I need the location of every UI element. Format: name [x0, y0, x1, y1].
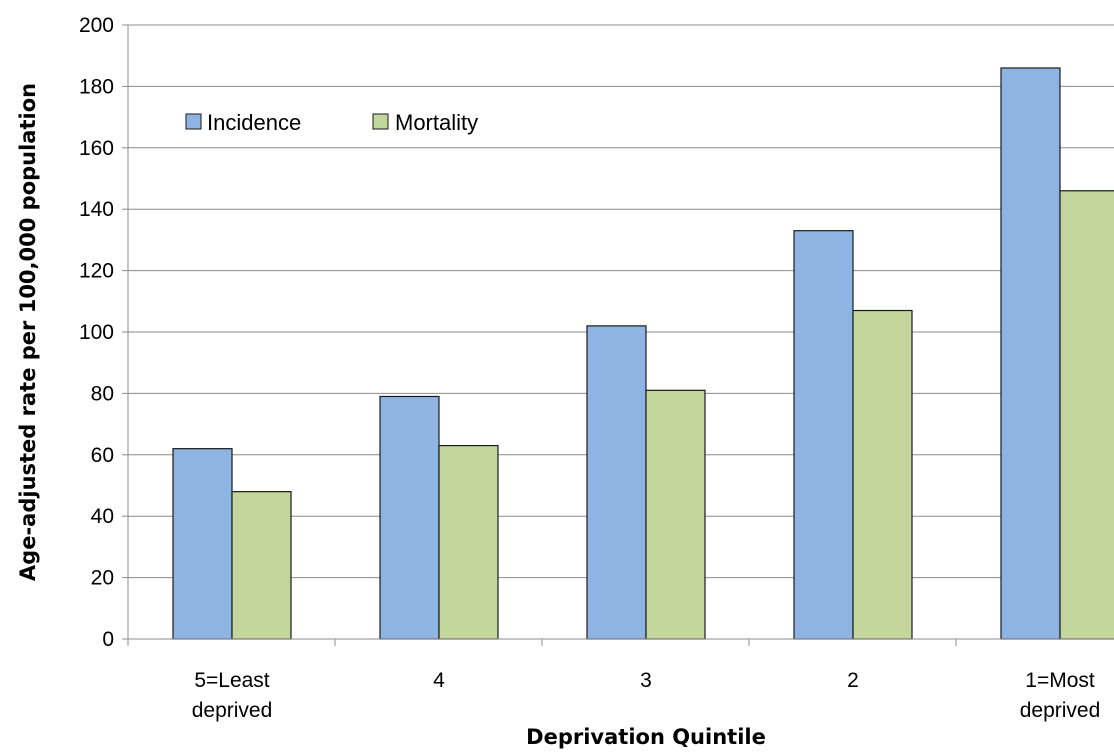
x-tick-label: 4 — [433, 669, 445, 692]
y-tick-label: 200 — [79, 14, 114, 37]
legend-swatch-mortality — [372, 113, 389, 130]
x-tick-label: deprived — [1020, 699, 1101, 722]
x-tick-label: 3 — [640, 669, 652, 692]
bar-mortality — [1059, 190, 1114, 640]
x-tick-label: 1=Most — [1025, 669, 1095, 692]
y-tick-label: 0 — [102, 628, 114, 651]
y-tick-label: 80 — [91, 382, 114, 405]
y-tick-label: 120 — [79, 260, 114, 283]
legend: Incidence Mortality — [185, 110, 478, 135]
y-axis-title: Age-adjusted rate per 100,000 population — [16, 83, 40, 581]
bar-incidence — [793, 230, 854, 640]
x-tick-label: 2 — [847, 669, 859, 692]
axes: 0 20 40 60 80 100 120 140 160 180 200 5=Least depriv… — [79, 14, 1114, 722]
bar-mortality — [645, 389, 706, 640]
bar-mortality — [852, 309, 913, 640]
x-tick-label: deprived — [192, 699, 273, 722]
legend-swatch-incidence — [185, 113, 202, 130]
bar-mortality — [438, 444, 499, 640]
bar-incidence — [172, 448, 233, 640]
y-tick-label: 20 — [91, 567, 114, 590]
y-tick-label: 60 — [91, 444, 114, 467]
bar-incidence — [586, 325, 647, 640]
y-tick-label: 100 — [79, 321, 114, 344]
y-tick-label: 40 — [91, 505, 114, 528]
x-axis-title: Deprivation Quintile — [526, 725, 766, 749]
bars — [172, 67, 1114, 640]
y-tick-label: 140 — [79, 198, 114, 221]
bar-incidence — [379, 395, 440, 640]
bar-incidence — [1000, 67, 1061, 640]
bar-mortality — [231, 491, 292, 640]
legend-label-incidence: Incidence — [207, 110, 301, 135]
y-tick-label: 180 — [79, 75, 114, 98]
y-tick-label: 160 — [79, 137, 114, 160]
x-tick-label: 5=Least — [194, 669, 269, 692]
legend-label-mortality: Mortality — [395, 110, 478, 135]
